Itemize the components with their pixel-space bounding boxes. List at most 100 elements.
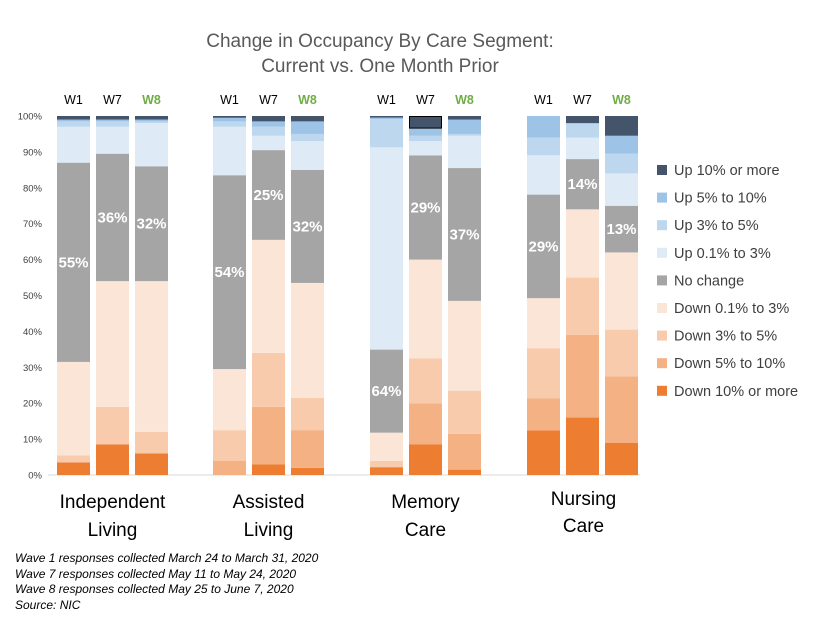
bar-segment [213, 117, 246, 122]
bar-segment [252, 352, 285, 407]
data-label: 25% [253, 187, 283, 204]
bar-segment [135, 453, 168, 475]
y-tick-label: 30% [23, 363, 43, 374]
bar-segment [96, 406, 129, 445]
bar-segment [409, 155, 442, 260]
y-tick-label: 10% [23, 435, 43, 446]
bar-segment [448, 135, 481, 169]
bar-segment [291, 133, 324, 142]
bar-segment [252, 121, 285, 127]
bar-segment [605, 116, 638, 136]
group-label: Independent [60, 492, 166, 513]
bar-segment [135, 281, 168, 432]
bar-segment [527, 430, 560, 475]
wave-label: W8 [455, 93, 474, 107]
bar-segment [252, 126, 285, 136]
data-label: 64% [371, 383, 401, 400]
bar-segment [213, 116, 246, 118]
legend-swatch [657, 192, 667, 203]
bar-segment [291, 282, 324, 398]
bar-segment [527, 116, 560, 138]
bar-segment [135, 166, 168, 282]
bar-segment [448, 119, 481, 134]
bar-segment [566, 159, 599, 210]
bar-segment [57, 455, 90, 463]
bar-segment [213, 175, 246, 370]
bar-segment [409, 128, 442, 136]
bar-segment [605, 376, 638, 443]
bar-segment [409, 116, 442, 129]
bar-segment [566, 334, 599, 418]
legend-label: Up 0.1% to 3% [674, 246, 771, 262]
footnotes: Wave 1 responses collected March 24 to M… [15, 551, 318, 613]
bar-group: 29% W1 14% W7 13% W8 Nursing Care [527, 93, 638, 537]
bar-segment [252, 406, 285, 465]
data-label: 54% [214, 264, 244, 281]
bar-segment [291, 116, 324, 122]
bar-segment [252, 116, 285, 122]
bar-segment [135, 123, 168, 167]
data-label: 14% [567, 176, 597, 193]
data-label: 36% [97, 209, 127, 226]
bar-segment [409, 403, 442, 445]
legend-swatch [657, 275, 667, 286]
bar-segment [605, 173, 638, 206]
bar-segment [566, 116, 599, 124]
wave-label: W8 [612, 93, 631, 107]
bar-segment [448, 168, 481, 301]
bar-segment [605, 135, 638, 154]
bar-segment [605, 442, 638, 475]
group-label: Nursing [551, 489, 616, 510]
group-label: Memory [391, 492, 460, 513]
bar-segment [96, 121, 129, 127]
bar-segment [291, 169, 324, 283]
legend-swatch [657, 385, 667, 396]
bar-segment [370, 117, 403, 120]
group-label: Living [244, 520, 294, 541]
group-label: Living [88, 520, 138, 541]
footnote-wave1: Wave 1 responses collected March 24 to M… [15, 551, 319, 565]
y-tick-label: 0% [28, 471, 42, 482]
legend-swatch [657, 358, 667, 369]
bar-segment [291, 430, 324, 468]
chart-title-line: Change in Occupancy By Care Segment: [206, 31, 553, 52]
y-tick-label: 80% [23, 183, 43, 194]
footnote-source: Source: NIC [15, 597, 81, 612]
bar-segment [448, 300, 481, 391]
bar-segment [213, 460, 246, 475]
bar-segment [527, 194, 560, 299]
wave-label: W7 [103, 93, 122, 107]
data-label: 29% [528, 238, 558, 255]
bar-segment [409, 259, 442, 359]
bar-segment [605, 153, 638, 174]
bar-segment [370, 119, 403, 148]
bar-segment [448, 133, 481, 136]
legend-label: Down 5% to 10% [674, 356, 785, 372]
bar-segment [213, 121, 246, 127]
bar-segment [605, 252, 638, 330]
bar-segment [252, 464, 285, 475]
bar-segment [566, 209, 599, 278]
legend-label: Up 10% or more [674, 163, 780, 179]
bar-segment [213, 126, 246, 176]
bar-segment [409, 141, 442, 156]
data-label: 32% [136, 216, 166, 233]
legend-swatch [657, 247, 667, 258]
bar-segment [252, 239, 285, 353]
bar-segment [135, 116, 168, 120]
legend-swatch [657, 165, 667, 175]
wave-label: W1 [64, 93, 83, 107]
bar-segment [605, 329, 638, 377]
bar-segment [409, 135, 442, 142]
y-tick-label: 60% [23, 255, 43, 266]
bar-segment [135, 431, 168, 454]
y-tick-label: 20% [23, 399, 43, 410]
wave-label: W7 [259, 93, 278, 107]
bar-segment [135, 121, 168, 124]
wave-label: W1 [220, 93, 239, 107]
bar-segment [448, 116, 481, 120]
bar-segment [370, 147, 403, 350]
bar-segment [96, 281, 129, 407]
legend-swatch [657, 303, 667, 313]
chart-title-line: Current vs. One Month Prior [261, 56, 499, 77]
